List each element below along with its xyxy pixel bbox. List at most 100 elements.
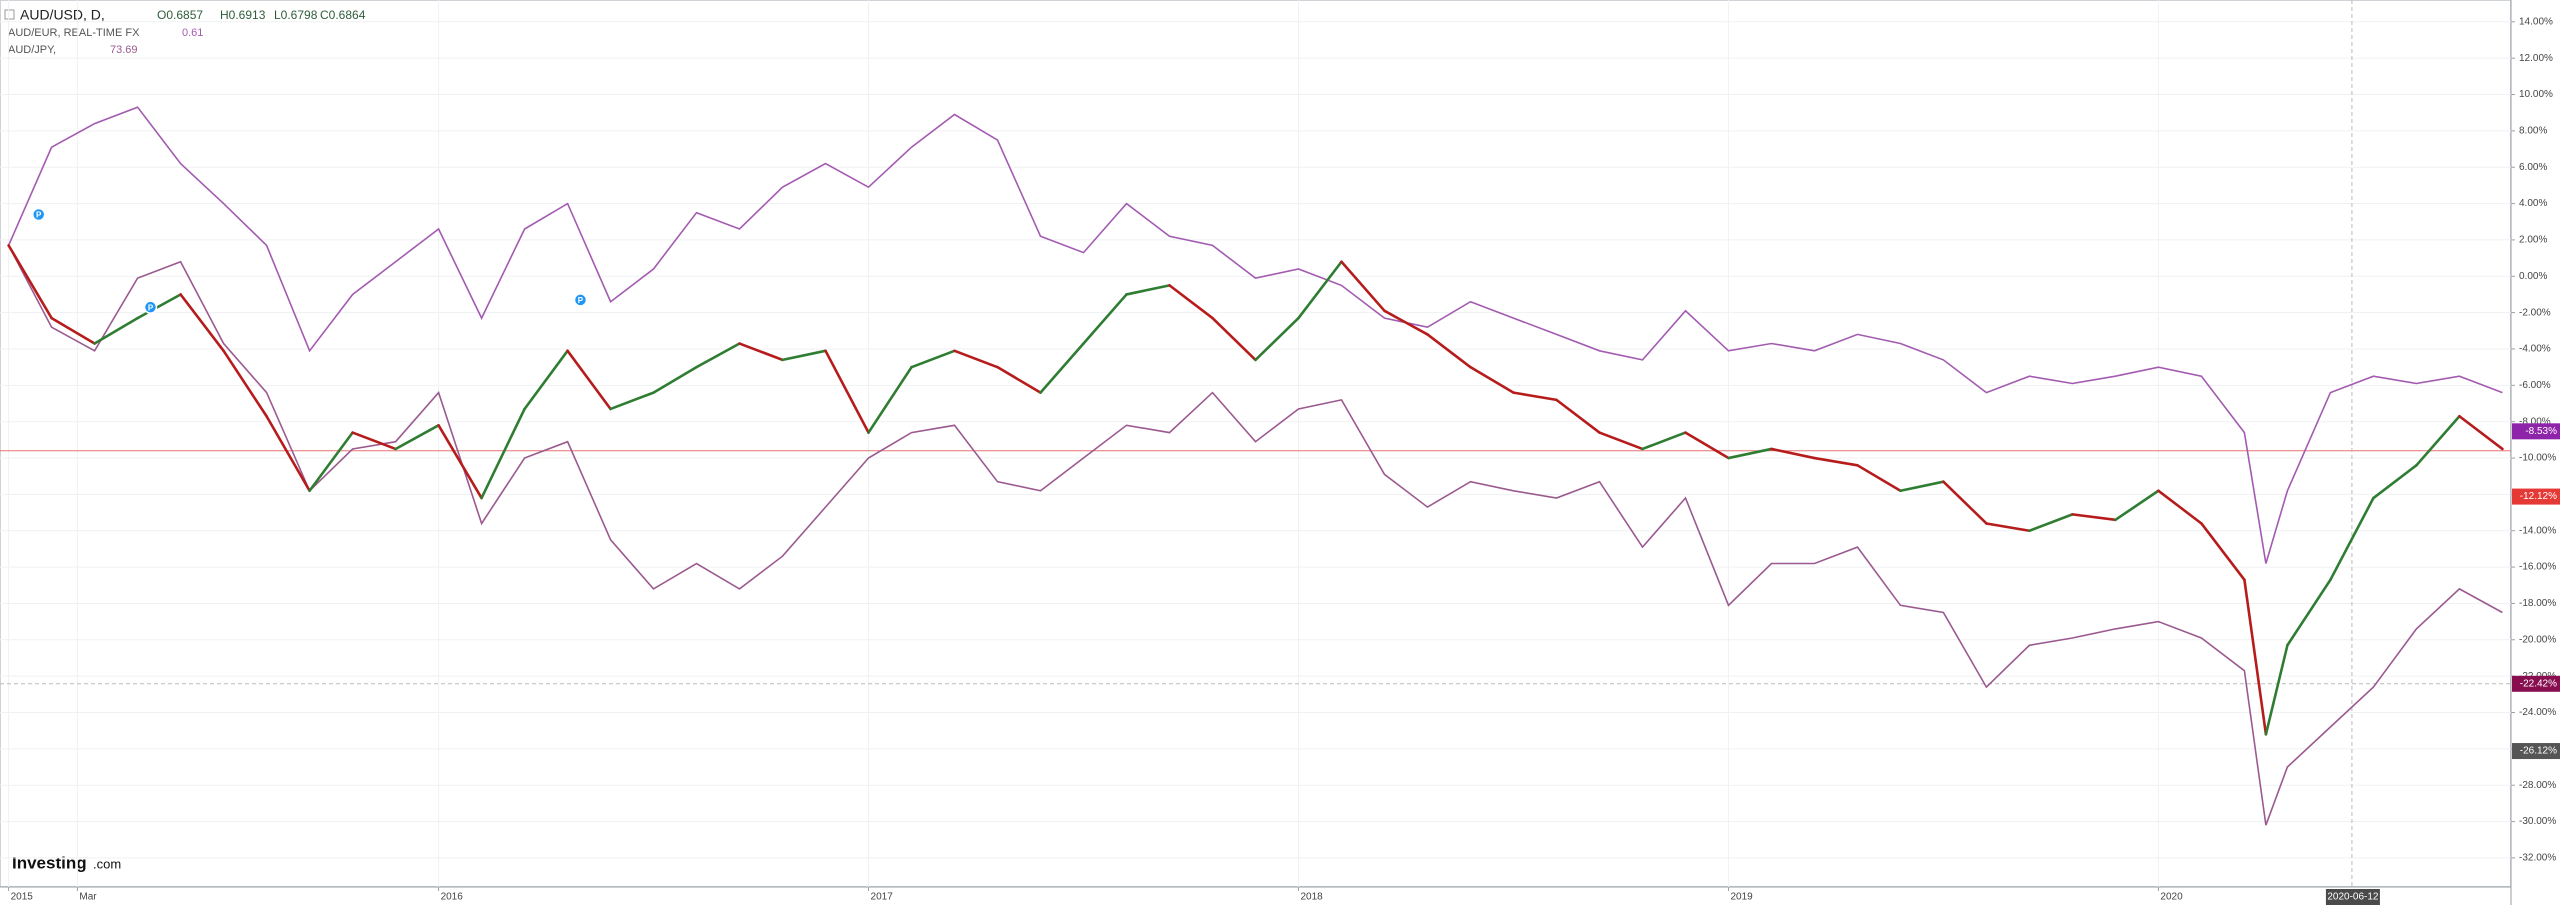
candle-segment: [1039, 342, 1085, 394]
y-tick-label: -18.00%: [2519, 598, 2556, 609]
y-tick-label: -16.00%: [2519, 562, 2556, 573]
candle-segment: [2028, 513, 2074, 533]
legend-series-name: AUD/USD, D,: [20, 7, 105, 23]
candle-segment: [1426, 333, 1472, 369]
event-marker-label: P: [36, 211, 42, 220]
candle-segment: [566, 349, 612, 411]
event-marker: [573, 293, 588, 307]
candle-segment: [1985, 522, 2031, 533]
y-tick-label: 4.00%: [2519, 198, 2547, 209]
candle-segment: [1297, 260, 1343, 320]
x-tick-label: 2015: [11, 892, 34, 903]
crosshair-label-bg: [2325, 889, 2380, 905]
candle-segment: [2415, 414, 2461, 467]
candle-segment: [1340, 260, 1386, 313]
candle-segment: [523, 349, 569, 411]
candle-segment: [394, 424, 440, 451]
last-value-label: -22.42%: [2520, 678, 2557, 689]
last-value-badge: [2512, 743, 2560, 760]
candle-segment: [867, 365, 913, 434]
x-tick-label: 2019: [1730, 892, 1753, 903]
legend-readout: L0.6798: [274, 8, 318, 22]
candle-segment: [351, 431, 397, 451]
event-marker-label: P: [148, 303, 154, 312]
candle-segment: [996, 365, 1042, 394]
y-tick-label: -10.00%: [2519, 453, 2556, 464]
y-tick-label: -6.00%: [2519, 380, 2551, 391]
candle-segment: [50, 316, 96, 345]
y-tick-label: -28.00%: [2519, 780, 2556, 791]
logo-suffix: .com: [93, 856, 121, 871]
last-value-badge: [2512, 423, 2560, 440]
last-value-badge: [2512, 675, 2560, 692]
candle-segment: [2200, 522, 2246, 582]
candle-segment: [1641, 431, 1687, 451]
legend-toggle: [4, 9, 15, 20]
legend-series-name: AUD/JPY,: [8, 44, 56, 56]
candle-segment: [308, 431, 354, 493]
y-tick-label: 8.00%: [2519, 126, 2547, 137]
y-tick-label: -8.00%: [2519, 416, 2551, 427]
candle-segment: [2071, 513, 2117, 522]
x-tick-label: 2020: [2160, 892, 2183, 903]
crosshair-label: 2020-06-12: [2327, 892, 2379, 903]
candle-segment: [824, 349, 870, 434]
candle-segment: [1770, 447, 1816, 460]
candle-segment: [1254, 316, 1300, 362]
candle-segment: [2157, 489, 2203, 525]
y-tick-label: -24.00%: [2519, 707, 2556, 718]
event-marker-label: P: [578, 296, 584, 305]
candle-segment: [1383, 309, 1429, 336]
candle-segment: [1512, 391, 1558, 402]
x-tick-label: 2016: [441, 892, 464, 903]
y-tick-label: 6.00%: [2519, 162, 2547, 173]
series-line: [7, 106, 2503, 564]
last-value-label: -26.12%: [2520, 746, 2557, 757]
last-value-label: -8.53%: [2525, 426, 2557, 437]
candle-segment: [136, 293, 182, 320]
legend-readout: C0.6864: [320, 8, 366, 22]
candle-segment: [953, 349, 999, 369]
legend-readout: 73.69: [110, 44, 138, 56]
y-tick-label: 2.00%: [2519, 235, 2547, 246]
candle-segment: [910, 349, 956, 369]
legend-readout: 0.61: [182, 27, 203, 39]
y-tick-label: -14.00%: [2519, 525, 2556, 536]
candle-segment: [2458, 414, 2504, 451]
candle-segment: [1684, 431, 1730, 460]
last-value-label: -12.12%: [2520, 491, 2557, 502]
candle-segment: [1942, 480, 1988, 525]
legend: AUD/USD, D, O0.6857 H0.6913 L0.6798 C0.6864 A…: [4, 7, 366, 56]
y-tick-label: -2.00%: [2519, 307, 2551, 318]
event-marker: [31, 207, 46, 222]
candle-segment: [609, 391, 655, 411]
candle-segment: [2329, 496, 2375, 582]
candle-segment: [1899, 480, 1945, 493]
candle-segment: [1727, 447, 1773, 460]
y-tick-label: -4.00%: [2519, 344, 2551, 355]
y-tick-label: -30.00%: [2519, 816, 2556, 827]
x-tick-label: 2017: [871, 892, 894, 903]
x-tick-label: Mar: [79, 892, 97, 903]
candle-segment: [1598, 431, 1644, 451]
candle-segment: [738, 342, 784, 362]
candle-segment: [1125, 284, 1171, 296]
candle-segment: [265, 414, 311, 493]
series-line: [7, 245, 2503, 826]
x-tick-label: 2018: [1300, 892, 1323, 903]
legend-series-name: AUD/EUR, REAL-TIME FX: [8, 27, 140, 39]
legend-readout: H0.6913: [220, 8, 266, 22]
candle-segment: [7, 244, 53, 320]
candle-segment: [480, 407, 526, 500]
y-tick-label: 12.00%: [2519, 53, 2553, 64]
candle-segment: [781, 349, 827, 362]
last-value-badge: [2512, 488, 2560, 505]
candle-segment: [2243, 578, 2268, 736]
candle-segment: [179, 293, 225, 353]
candle-segment: [652, 365, 698, 394]
y-tick-label: -32.00%: [2519, 853, 2556, 864]
candle-segment: [1555, 398, 1601, 434]
